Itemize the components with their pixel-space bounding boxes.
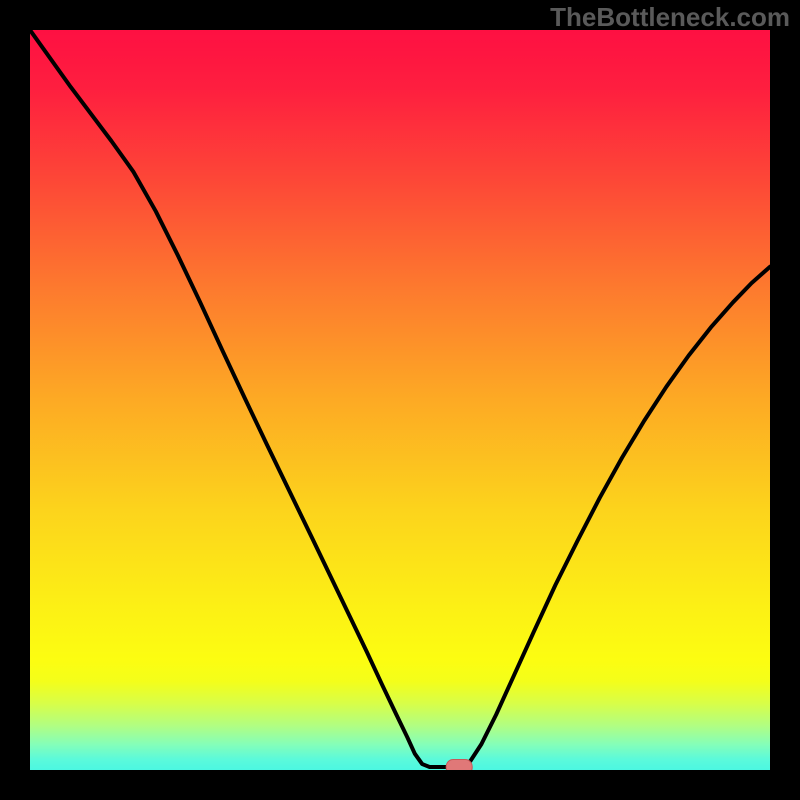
bottleneck-marker bbox=[446, 760, 472, 770]
watermark-text: TheBottleneck.com bbox=[550, 2, 790, 33]
plot-svg bbox=[30, 30, 770, 770]
chart-container: TheBottleneck.com bbox=[0, 0, 800, 800]
plot-area bbox=[30, 30, 770, 770]
